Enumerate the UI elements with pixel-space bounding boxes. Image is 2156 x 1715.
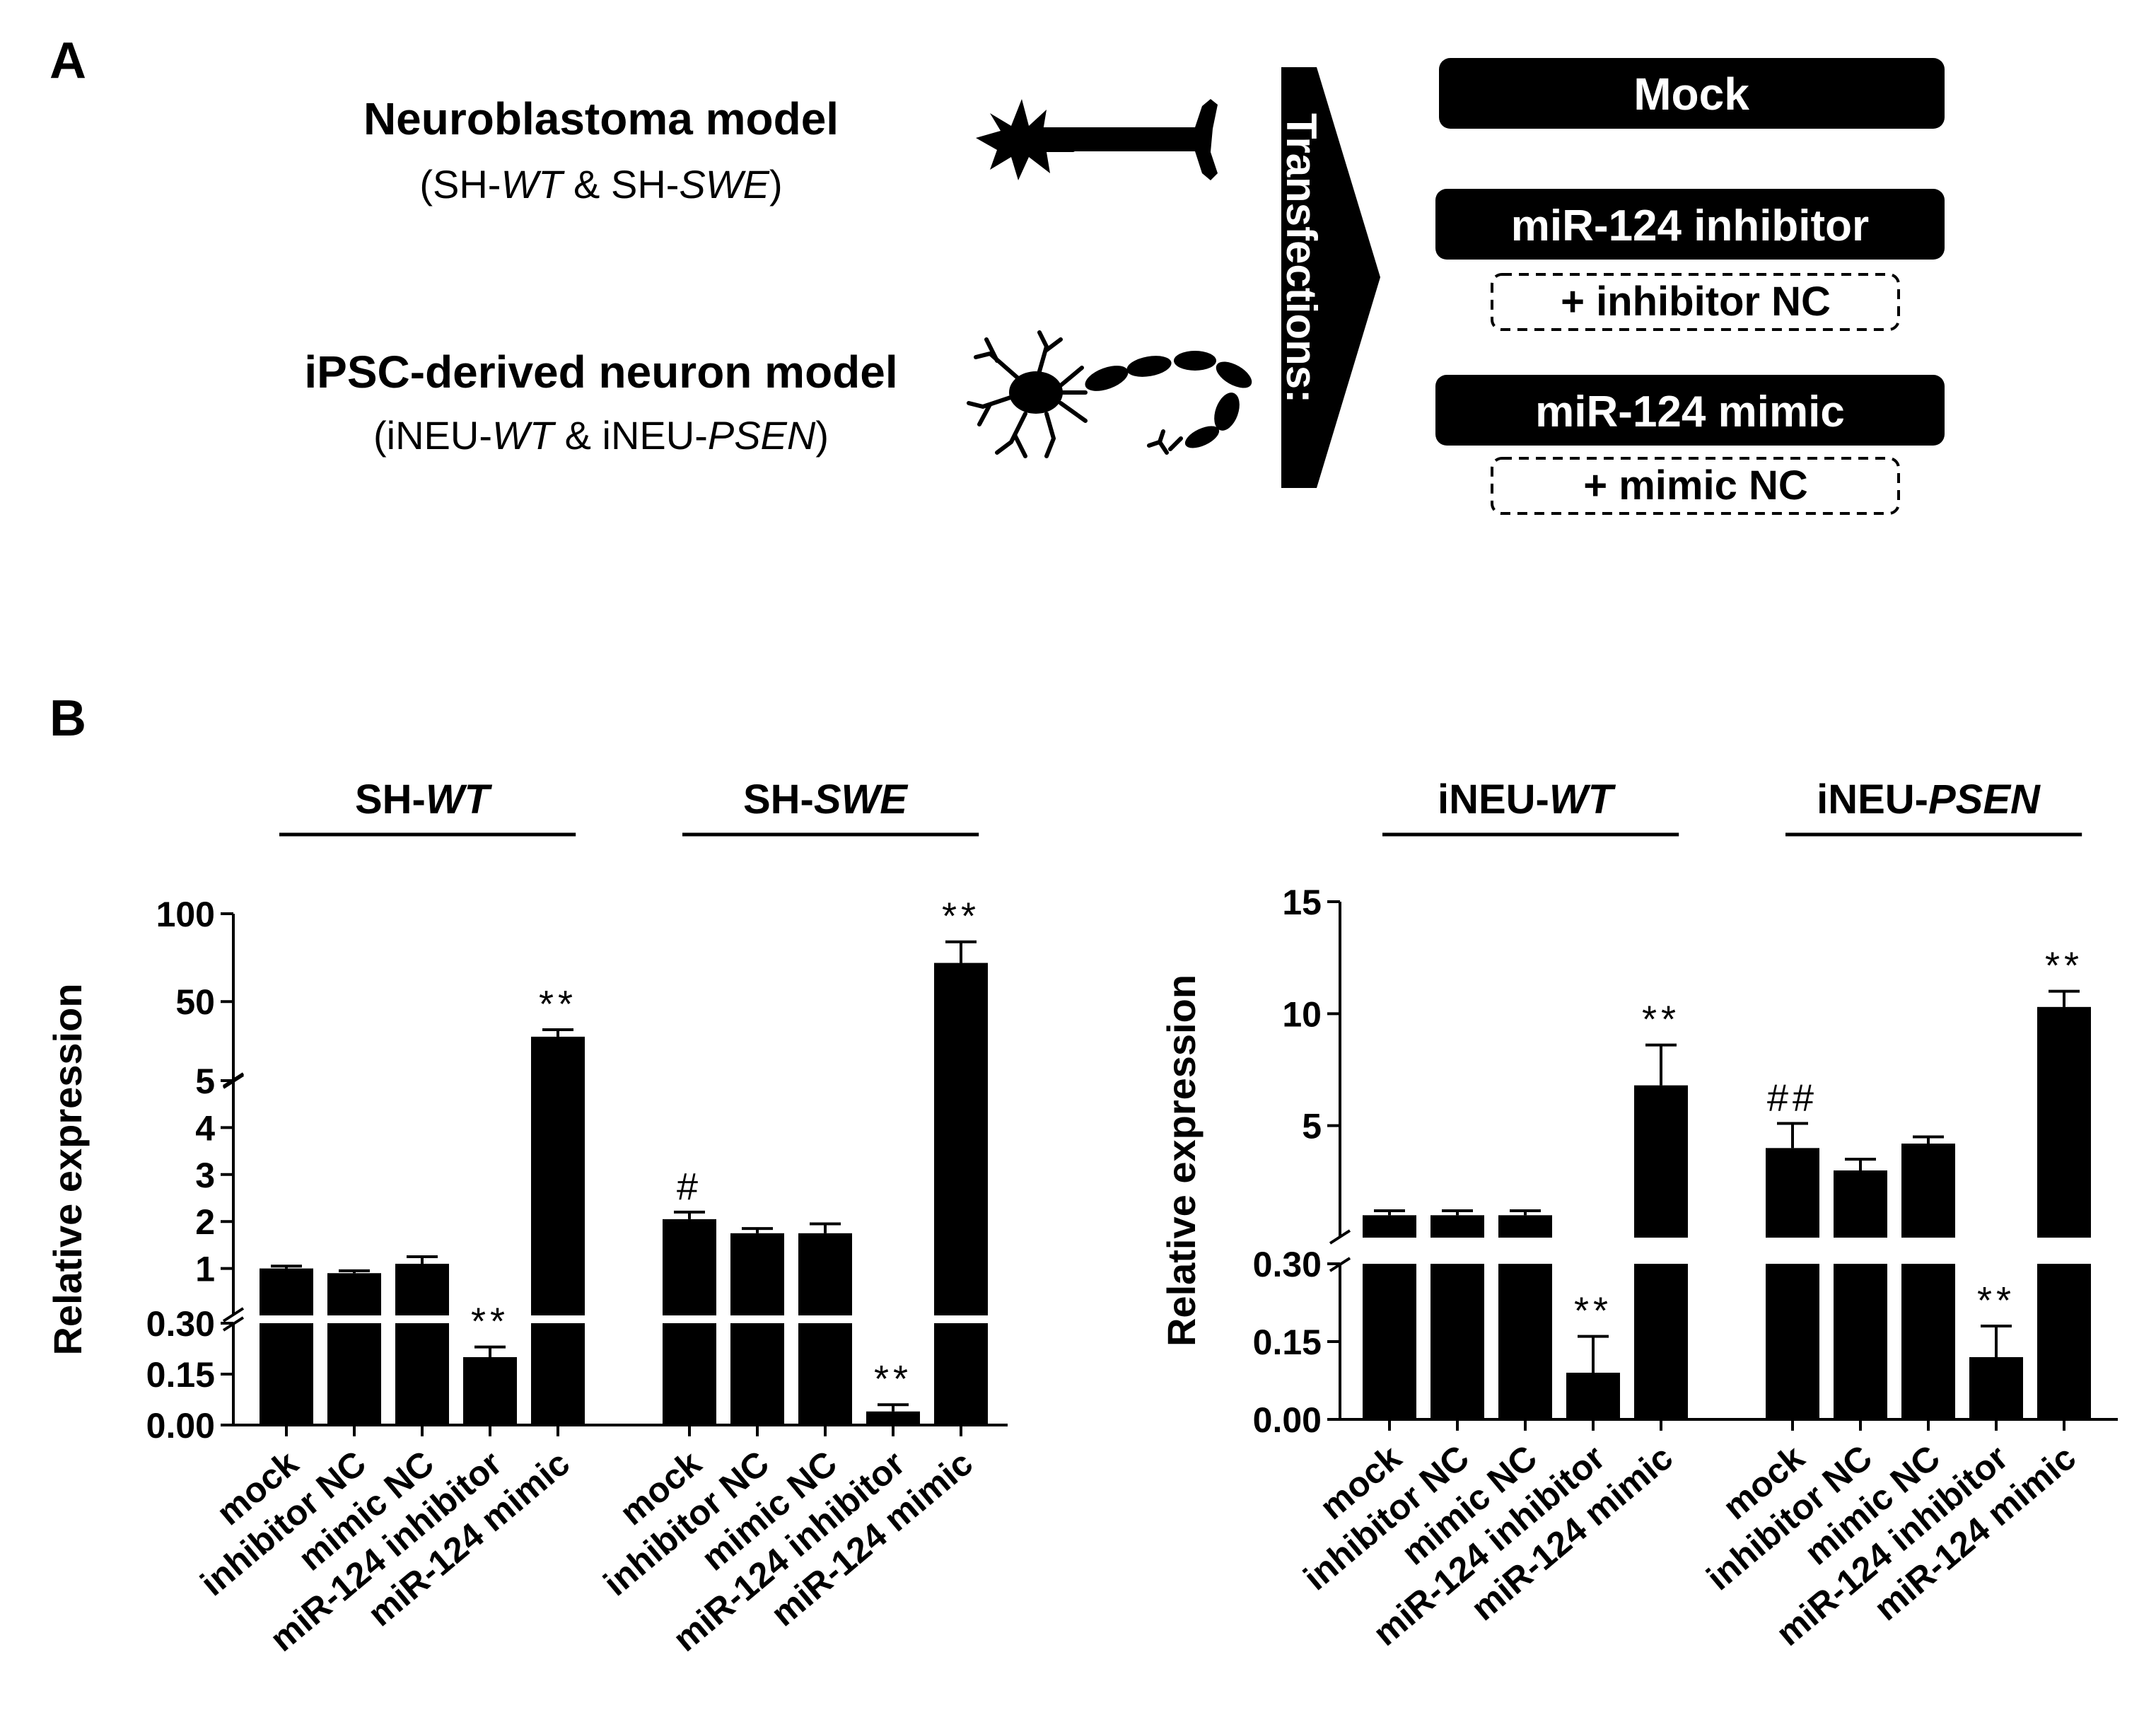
bar (327, 1273, 381, 1315)
bar (663, 1219, 716, 1315)
neuroblastoma-cell-icon (976, 99, 1218, 180)
bar (531, 1081, 585, 1315)
significance-marker: ** (1977, 1279, 2015, 1322)
y-tick-label: 0.30 (146, 1304, 215, 1344)
bar (1634, 1085, 1688, 1238)
inhibitor-nc-box (1491, 273, 1900, 331)
bar (1498, 1264, 1552, 1419)
inhibitor-label: miR-124 inhibitor (1511, 202, 1869, 250)
bar (463, 1357, 517, 1425)
bar (1766, 1264, 1819, 1419)
bar (2037, 1264, 2091, 1419)
bar (798, 1233, 852, 1315)
y-tick-label: 0.00 (146, 1406, 215, 1446)
panel-a: A Neuroblastoma model (SH-WT & SH-SWE) i… (49, 33, 1945, 515)
bar (2037, 1006, 2091, 1238)
bar (1363, 1264, 1416, 1419)
mock-box (1439, 58, 1945, 129)
y-tick-label: 2 (195, 1202, 215, 1242)
bar (260, 1268, 313, 1315)
group-label: iNEU-WT (1438, 777, 1616, 822)
bar (1566, 1373, 1620, 1419)
significance-marker: ** (2045, 945, 2083, 987)
significance-marker: ** (539, 983, 577, 1025)
transfections-arrow: Transfections: (1278, 67, 1380, 488)
bar (1766, 1148, 1819, 1238)
y-tick-label: 50 (175, 982, 215, 1022)
group-label: iNEU-PSEN (1817, 777, 2041, 822)
transfections-label: Transfections: (1278, 113, 1325, 403)
y-axis-label: Relative expression (1159, 975, 1204, 1347)
y-tick-label: 5 (195, 1062, 215, 1101)
mimic-label: miR-124 mimic (1535, 388, 1845, 436)
panel-a-letter: A (49, 33, 86, 89)
bar (1901, 1144, 1955, 1238)
bar (934, 1323, 988, 1425)
significance-marker: ** (874, 1358, 912, 1400)
model2-subtitle: (iNEU-WT & iNEU-PSEN) (373, 413, 829, 458)
bar (934, 1081, 988, 1315)
y-tick-label: 0.30 (1253, 1245, 1322, 1284)
bar (531, 1323, 585, 1425)
group-label: SH-SWE (743, 777, 909, 822)
y-tick-label: 100 (156, 895, 215, 934)
significance-marker: ** (1642, 999, 1680, 1041)
bar (730, 1323, 784, 1425)
inhibitor-nc-label: + inhibitor NC (1561, 279, 1831, 325)
bar (798, 1323, 852, 1425)
bar (1430, 1264, 1484, 1419)
mimic-box (1435, 375, 1945, 446)
y-tick-label: 5 (1302, 1107, 1322, 1146)
y-tick-label: 15 (1282, 883, 1322, 922)
axis-break-mark (222, 1307, 245, 1322)
bar (531, 1036, 585, 1081)
bar (395, 1323, 449, 1425)
axis-break-mark (1329, 1229, 1351, 1245)
y-tick-label: 0.15 (146, 1355, 215, 1395)
mimic-nc-label: + mimic NC (1583, 463, 1808, 508)
y-axis-label: Relative expression (45, 983, 90, 1355)
inhibitor-box (1435, 189, 1945, 260)
significance-marker: # (677, 1165, 702, 1208)
group-label: SH-WT (355, 777, 493, 822)
model1-subtitle: (SH-WT & SH-SWE) (419, 162, 782, 207)
bar (1430, 1215, 1484, 1238)
bar (1834, 1170, 1887, 1238)
significance-marker: ** (1574, 1290, 1612, 1332)
bar (395, 1263, 449, 1315)
significance-marker: ** (942, 895, 980, 938)
bar (866, 1411, 920, 1425)
bar (1969, 1357, 2023, 1419)
model2-title: iPSC-derived neuron model (304, 347, 897, 397)
chart-ineu-models: 0.00 0.15 0.30 5 10 15 Relative expression iNEU… (1159, 777, 2118, 1653)
bar (1834, 1264, 1887, 1419)
model1-title: Neuroblastoma model (363, 93, 839, 144)
bar (663, 1323, 716, 1425)
panel-b: B (49, 690, 86, 747)
y-tick-label: 0.00 (1253, 1400, 1322, 1440)
bar (934, 963, 988, 1081)
panel-b-letter: B (49, 690, 86, 747)
chart-sh-models: 0.00 0.15 0.30 1 2 3 4 5 50 100 Relative expressio… (45, 777, 1008, 1659)
bar (1634, 1264, 1688, 1419)
bar (1363, 1215, 1416, 1238)
mimic-nc-box (1491, 457, 1900, 515)
bar (327, 1323, 381, 1425)
y-tick-label: 3 (195, 1156, 215, 1195)
significance-marker: ** (471, 1301, 509, 1343)
bar (1901, 1264, 1955, 1419)
bar (1498, 1215, 1552, 1238)
y-tick-label: 4 (195, 1108, 215, 1148)
bar (260, 1323, 313, 1425)
significance-marker: ## (1767, 1077, 1818, 1120)
mock-label: Mock (1633, 69, 1749, 120)
y-tick-label: 10 (1282, 994, 1322, 1034)
bar (730, 1233, 784, 1315)
y-tick-label: 1 (195, 1250, 215, 1289)
y-tick-label: 0.15 (1253, 1322, 1322, 1362)
neuron-icon (967, 330, 1252, 458)
transfection-options: Mock miR-124 inhibitor + inhibitor NC mi… (1435, 58, 1945, 515)
